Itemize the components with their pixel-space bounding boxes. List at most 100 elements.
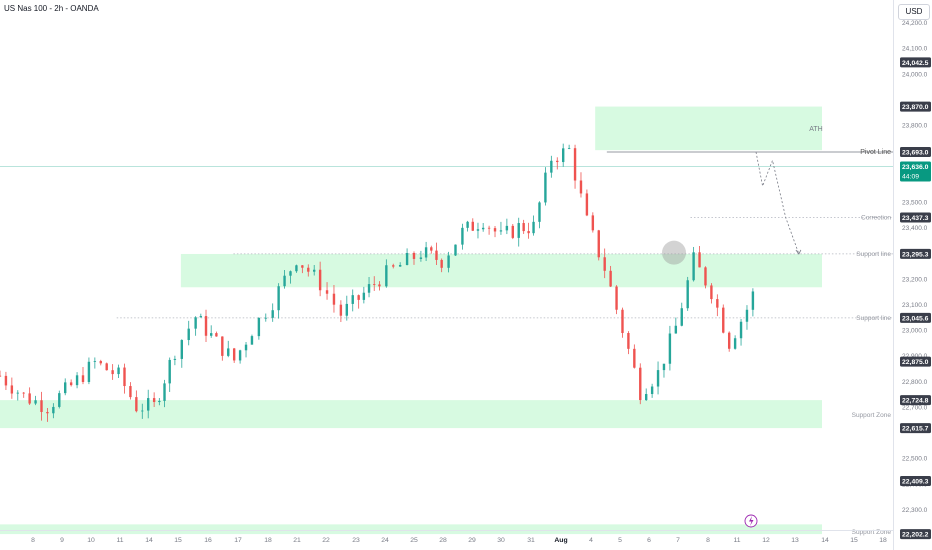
x-tick-label: 6 — [647, 537, 651, 544]
x-tick-label: 13 — [791, 537, 799, 544]
candle-body — [111, 370, 114, 375]
candle-body — [232, 348, 236, 361]
y-tick-label: 22,700.0 — [902, 404, 928, 411]
price-badge-label: 23,295.3 — [902, 251, 929, 258]
candle-body — [650, 386, 654, 395]
candle-body — [46, 411, 49, 414]
candle-body — [99, 361, 102, 364]
price-axis[interactable]: 24,200.024,100.024,000.023,800.023,700.0… — [893, 0, 932, 550]
price-badge: 23,295.3 — [900, 248, 931, 259]
candle-body — [34, 400, 37, 404]
candle-body — [93, 361, 97, 362]
candle-body — [351, 295, 354, 304]
x-tick-label: 8 — [31, 537, 35, 544]
price-badge-label: 22,409.3 — [902, 478, 929, 485]
price-badge-label: 23,693.0 — [902, 149, 929, 156]
candle-body — [405, 252, 409, 266]
candle-body — [325, 290, 329, 294]
candle-body — [69, 382, 73, 386]
candle-body — [40, 400, 43, 412]
candle-body — [199, 316, 203, 318]
candle-body — [64, 382, 67, 394]
candle-body — [499, 230, 503, 232]
candle-body — [621, 309, 624, 334]
candle-body — [722, 307, 725, 333]
candle-body — [522, 223, 525, 232]
candle-body — [656, 370, 660, 387]
y-tick-label: 23,100.0 — [902, 302, 928, 309]
candle-body — [662, 363, 666, 371]
time-axis[interactable]: 8 9 10 11 14 15 16 17 18 21 22 23 24 25 28 29 30 31 Aug 4 5 6… — [0, 530, 893, 545]
candle-body — [461, 227, 464, 245]
candle-body — [289, 271, 292, 276]
symbol-title[interactable]: US Nas 100 - 2h - OANDA — [4, 4, 99, 13]
level-label-2: Support line — [856, 251, 891, 258]
candle-body — [173, 358, 177, 360]
candle-body — [283, 275, 286, 287]
candle-body — [152, 398, 156, 403]
y-tick-label: 22,800.0 — [902, 379, 928, 386]
event-lightning-icon[interactable] — [744, 514, 758, 528]
x-tick-label: 12 — [762, 537, 770, 544]
price-badge: 23,437.3 — [900, 212, 931, 223]
candle-body — [129, 386, 132, 398]
candle-body — [481, 227, 485, 230]
price-badge-label: 23,437.3 — [902, 215, 929, 222]
candle-body — [52, 406, 55, 414]
candle-body — [313, 269, 316, 272]
candle-body — [158, 400, 161, 403]
candle-body — [727, 332, 731, 349]
x-tick-label: 4 — [589, 537, 593, 544]
candle-body — [250, 336, 254, 345]
candle-body — [75, 375, 79, 386]
candle-body — [493, 228, 497, 232]
candle-body — [215, 333, 218, 337]
level-label-0: Pivot Line — [860, 149, 891, 156]
candle-body — [301, 265, 304, 268]
candle-body — [692, 252, 695, 281]
x-tick-label: 15 — [174, 537, 182, 544]
candle-body — [751, 291, 755, 310]
currency-button[interactable]: USD — [898, 4, 930, 20]
candle-body — [561, 148, 565, 163]
candle-body — [238, 350, 242, 361]
candle-body — [710, 285, 713, 300]
zone-2 — [0, 400, 822, 429]
price-badge: 22,724.8 — [900, 395, 931, 406]
candle-body — [221, 336, 224, 356]
x-tick-label: 30 — [497, 537, 505, 544]
x-tick-label: 24 — [381, 537, 389, 544]
price-badge-label: 23,045.6 — [902, 315, 929, 322]
x-tick-label: 7 — [676, 537, 680, 544]
candle-body — [424, 247, 428, 258]
projection-path[interactable] — [755, 151, 800, 255]
candle-body — [163, 383, 166, 401]
candle-body — [412, 252, 416, 259]
price-badge-label: 22,724.8 — [902, 398, 929, 405]
candle-body — [28, 393, 31, 404]
candle-body — [367, 284, 371, 293]
candle-body — [704, 267, 707, 286]
y-tick-label: 23,500.0 — [902, 199, 928, 206]
candle-body — [105, 363, 108, 371]
candle-body — [307, 267, 310, 272]
candle-body — [0, 375, 2, 377]
candle-body — [227, 348, 230, 356]
price-badge-label: 22,875.0 — [902, 359, 929, 366]
candle-body — [615, 286, 618, 310]
level-label-3: Support line — [856, 315, 891, 322]
price-badge: 23,693.0 — [900, 146, 931, 157]
candle-body — [277, 286, 280, 311]
price-badge: 23,870.0 — [900, 101, 931, 112]
zone-0 — [595, 106, 822, 151]
price-badge: 22,202.2 — [900, 529, 931, 540]
zone-1 — [180, 253, 822, 288]
level-label-4: Support Zone — [852, 412, 892, 419]
x-tick-label: 18 — [879, 537, 887, 544]
candle-body — [87, 361, 91, 382]
highlight-circle[interactable] — [662, 240, 686, 265]
level-label-5: Support Zone — [852, 529, 892, 536]
candle-body — [373, 284, 376, 285]
x-tick-label: 16 — [204, 537, 212, 544]
